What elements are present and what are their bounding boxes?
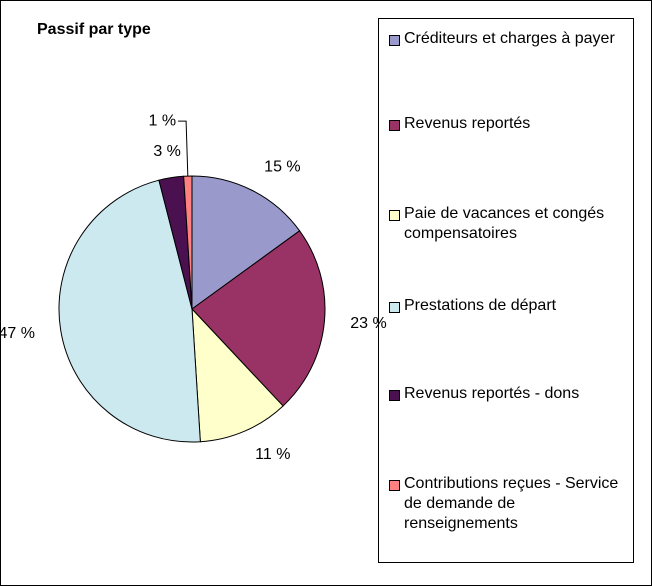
chart-title: Passif par type [37,21,151,38]
leader-line [178,120,189,177]
legend-label: Paie de vacances et congés compensatoire… [404,205,605,242]
legend-item: Contributions reçues - Service de demand… [389,474,625,534]
legend-swatch [389,302,400,313]
legend-swatch [389,210,400,221]
pie-slice [191,175,301,310]
legend-item: Revenus reportés [389,114,625,134]
legend-label: Créditeurs et charges à payer [404,30,615,47]
legend-item: Paie de vacances et congés compensatoire… [389,204,625,244]
legend-swatch [389,390,400,401]
legend-label: Contributions reçues - Service de demand… [404,475,619,532]
data-label: 11 % [255,446,290,463]
legend-item: Prestations de départ [389,296,625,316]
legend-swatch [389,35,400,46]
legend-swatch [389,120,400,131]
data-label: 1 % [149,112,177,129]
data-label: 23 % [350,315,386,332]
pie-slice [191,230,326,407]
data-label: 47 % [0,325,35,342]
legend: Créditeurs et charges à payer Revenus rep… [378,18,634,563]
data-label: 15 % [264,159,300,176]
data-label: 3 % [153,143,181,160]
legend-item: Créditeurs et charges à payer [389,29,625,49]
legend-label: Revenus reportés [404,115,531,132]
pie-slice [58,179,201,443]
legend-item: Revenus reportés - dons [389,384,625,404]
legend-swatch [389,480,400,491]
pie-slice [191,307,284,443]
legend-label: Prestations de départ [404,297,557,314]
legend-label: Revenus reportés - dons [404,385,580,402]
